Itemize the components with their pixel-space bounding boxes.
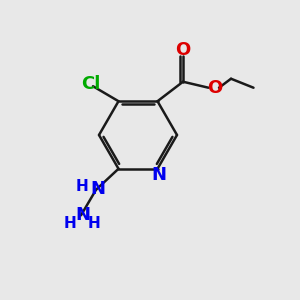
Text: N: N xyxy=(90,180,105,198)
Text: N: N xyxy=(152,167,166,184)
Text: H: H xyxy=(76,179,89,194)
Text: H: H xyxy=(88,216,101,231)
Text: O: O xyxy=(176,40,190,58)
Text: O: O xyxy=(208,79,223,97)
Text: N: N xyxy=(75,206,90,224)
Text: H: H xyxy=(63,216,76,231)
Text: Cl: Cl xyxy=(81,75,100,93)
